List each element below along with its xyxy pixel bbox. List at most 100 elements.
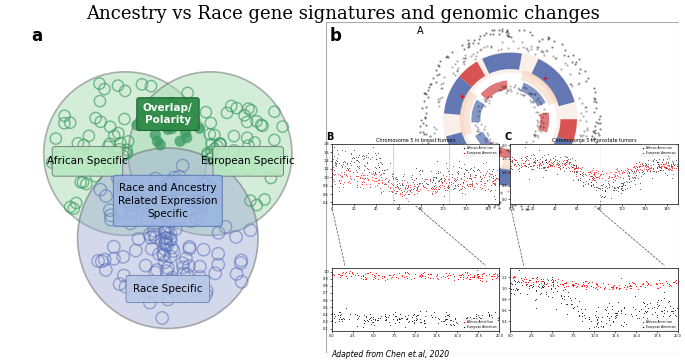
Point [656, 165, 667, 171]
Point [545, 286, 556, 292]
Point [438, 178, 449, 184]
Point [358, 320, 369, 326]
Point [632, 166, 643, 172]
Point [510, 287, 521, 293]
Point [465, 276, 476, 281]
Point [414, 272, 425, 278]
Point [539, 167, 550, 173]
Point [569, 166, 580, 172]
Point [625, 282, 636, 288]
Point [336, 163, 347, 169]
Point [673, 166, 684, 171]
Point [569, 165, 580, 171]
Point [534, 160, 545, 166]
Point [588, 181, 599, 187]
Point [608, 171, 619, 177]
Point [538, 165, 549, 171]
Point [366, 319, 377, 325]
Point [584, 168, 595, 174]
Point [593, 304, 603, 310]
Point [595, 171, 606, 177]
Point [515, 275, 526, 281]
Point [471, 315, 482, 321]
Point [377, 161, 388, 167]
Point [351, 169, 362, 175]
Point [558, 161, 569, 167]
Point [488, 178, 499, 184]
Point [663, 163, 674, 169]
Point [516, 279, 527, 285]
Point [663, 281, 674, 287]
Point [376, 189, 387, 195]
Point [625, 283, 636, 289]
Point [408, 179, 419, 185]
Point [546, 162, 557, 168]
Point [358, 167, 369, 173]
Point [611, 167, 622, 173]
Point [469, 314, 479, 320]
Point [603, 173, 614, 179]
Point [421, 185, 432, 191]
Point [597, 193, 608, 199]
Point [620, 282, 631, 288]
Point [397, 180, 408, 186]
Circle shape [166, 123, 177, 134]
Point [610, 166, 621, 172]
Point [441, 309, 452, 315]
Point [443, 272, 453, 278]
Point [334, 312, 345, 318]
Point [579, 182, 590, 187]
Point [532, 157, 543, 162]
Point [609, 185, 620, 191]
Point [469, 165, 479, 170]
Point [356, 175, 367, 181]
Point [438, 173, 449, 178]
Point [614, 285, 625, 290]
Point [667, 163, 677, 169]
Point [597, 182, 608, 187]
Point [662, 159, 673, 165]
Point [332, 158, 342, 164]
Point [620, 311, 631, 317]
Point [427, 190, 438, 196]
Point [360, 271, 371, 277]
Point [647, 305, 658, 311]
Point [406, 172, 417, 178]
Point [475, 179, 486, 185]
Point [379, 180, 390, 186]
Point [562, 301, 573, 307]
Point [461, 175, 472, 181]
Point [506, 286, 516, 292]
Point [592, 174, 603, 180]
Point [480, 187, 491, 193]
Point [536, 165, 547, 171]
Point [427, 188, 438, 194]
Point [512, 159, 523, 165]
Point [646, 162, 657, 168]
Point [416, 272, 427, 278]
Point [623, 166, 634, 172]
Point [403, 191, 414, 197]
Point [587, 171, 598, 177]
Point [475, 181, 486, 187]
Point [543, 293, 553, 299]
Point [581, 172, 592, 178]
Point [360, 182, 371, 187]
Point [401, 185, 412, 191]
Point [333, 271, 344, 277]
Point [657, 158, 668, 163]
Point [337, 161, 348, 167]
Point [383, 314, 394, 320]
Point [406, 318, 417, 324]
Point [419, 313, 430, 319]
Point [415, 319, 426, 325]
Point [346, 273, 357, 279]
Point [567, 281, 578, 286]
Point [663, 155, 674, 161]
Point [543, 158, 554, 164]
Point [568, 163, 579, 169]
Point [630, 163, 641, 169]
Point [328, 272, 339, 278]
Point [534, 284, 545, 290]
Point [390, 184, 401, 190]
